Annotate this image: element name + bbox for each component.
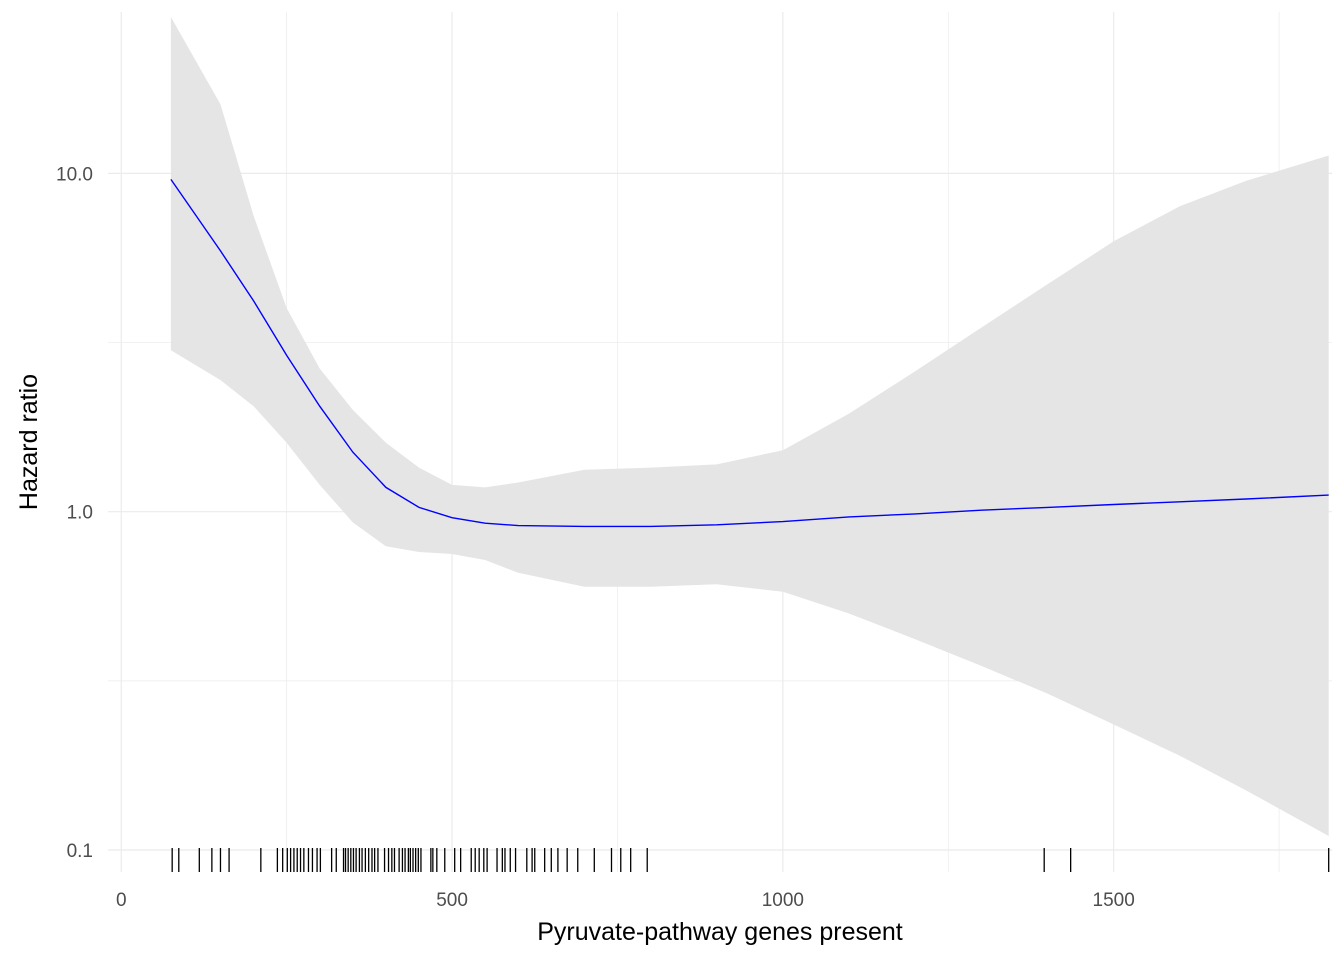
x-tick-label: 1500 xyxy=(1093,890,1135,911)
y-tick-label: 10.0 xyxy=(56,164,93,185)
y-tick-label: 1.0 xyxy=(67,503,93,524)
y-tick-labels: 0.1 1.0 10.0 xyxy=(56,164,93,862)
rug xyxy=(171,848,1330,872)
x-tick-label: 1000 xyxy=(762,890,804,911)
y-tick-label: 0.1 xyxy=(67,841,93,862)
y-axis-title: Hazard ratio xyxy=(15,374,43,510)
x-axis-title: Pyruvate-pathway genes present xyxy=(537,918,903,946)
confidence-band xyxy=(170,17,1329,836)
hazard-ratio-line xyxy=(170,179,1329,528)
x-tick-label: 500 xyxy=(436,890,468,911)
x-tick-labels: 0 500 1000 1500 xyxy=(116,890,1135,911)
x-tick-label: 0 xyxy=(116,890,127,911)
